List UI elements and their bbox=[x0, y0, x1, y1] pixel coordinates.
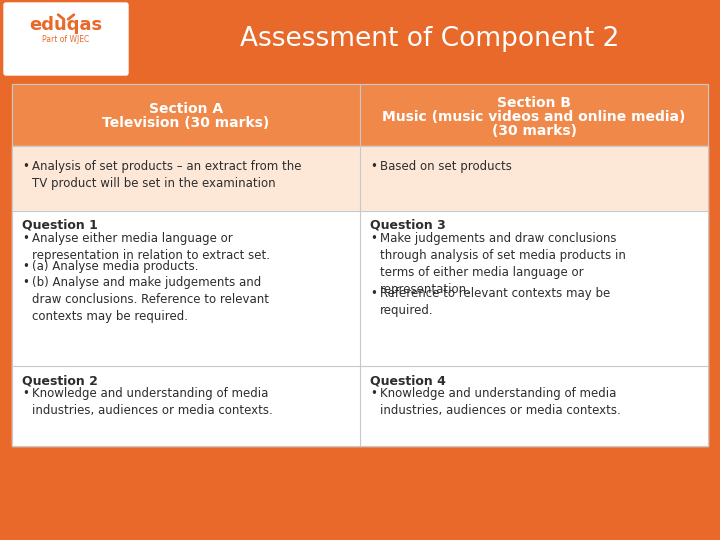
Text: Make judgements and draw conclusions
through analysis of set media products in
t: Make judgements and draw conclusions thr… bbox=[380, 232, 626, 296]
Text: Question 4: Question 4 bbox=[370, 374, 446, 387]
Text: Part of WJEC: Part of WJEC bbox=[42, 36, 89, 44]
FancyBboxPatch shape bbox=[4, 3, 128, 75]
Text: eduqas: eduqas bbox=[30, 16, 102, 34]
Bar bbox=[12, 84, 708, 446]
Bar bbox=[12, 84, 360, 146]
Text: •: • bbox=[22, 260, 29, 273]
Bar bbox=[12, 146, 360, 211]
Text: •: • bbox=[22, 232, 29, 245]
Text: Knowledge and understanding of media
industries, audiences or media contexts.: Knowledge and understanding of media ind… bbox=[32, 387, 273, 417]
Text: •: • bbox=[370, 287, 377, 300]
Text: •: • bbox=[22, 387, 29, 400]
Text: Analyse either media language or
representation in relation to extract set.: Analyse either media language or represe… bbox=[32, 232, 270, 262]
Text: Question 1: Question 1 bbox=[22, 219, 98, 232]
Text: Section B: Section B bbox=[497, 96, 571, 110]
Bar bbox=[360, 146, 708, 211]
Text: Section A: Section A bbox=[149, 102, 223, 116]
Bar bbox=[12, 211, 360, 366]
Bar bbox=[360, 211, 708, 366]
Text: Question 3: Question 3 bbox=[370, 219, 446, 232]
Text: Knowledge and understanding of media
industries, audiences or media contexts.: Knowledge and understanding of media ind… bbox=[380, 387, 621, 417]
Text: •: • bbox=[370, 387, 377, 400]
Text: (b) Analyse and make judgements and
draw conclusions. Reference to relevant
cont: (b) Analyse and make judgements and draw… bbox=[32, 275, 269, 322]
Text: Question 2: Question 2 bbox=[22, 374, 98, 387]
Text: (a) Analyse media products.: (a) Analyse media products. bbox=[32, 260, 199, 273]
Text: Analysis of set products – an extract from the
TV product will be set in the exa: Analysis of set products – an extract fr… bbox=[32, 160, 302, 190]
Bar bbox=[360, 84, 708, 146]
Text: •: • bbox=[22, 160, 29, 173]
Text: •: • bbox=[370, 160, 377, 173]
Bar bbox=[12, 366, 360, 446]
Text: Music (music videos and online media): Music (music videos and online media) bbox=[382, 110, 685, 124]
Text: Reference to relevant contexts may be
required.: Reference to relevant contexts may be re… bbox=[380, 287, 611, 316]
Bar bbox=[0, 0, 720, 78]
Text: •: • bbox=[370, 232, 377, 245]
Text: Based on set products: Based on set products bbox=[380, 160, 512, 173]
Text: (30 marks): (30 marks) bbox=[492, 124, 577, 138]
Text: Television (30 marks): Television (30 marks) bbox=[102, 116, 269, 130]
Text: •: • bbox=[22, 275, 29, 288]
Text: Assessment of Component 2: Assessment of Component 2 bbox=[240, 26, 620, 52]
Bar bbox=[360, 366, 708, 446]
